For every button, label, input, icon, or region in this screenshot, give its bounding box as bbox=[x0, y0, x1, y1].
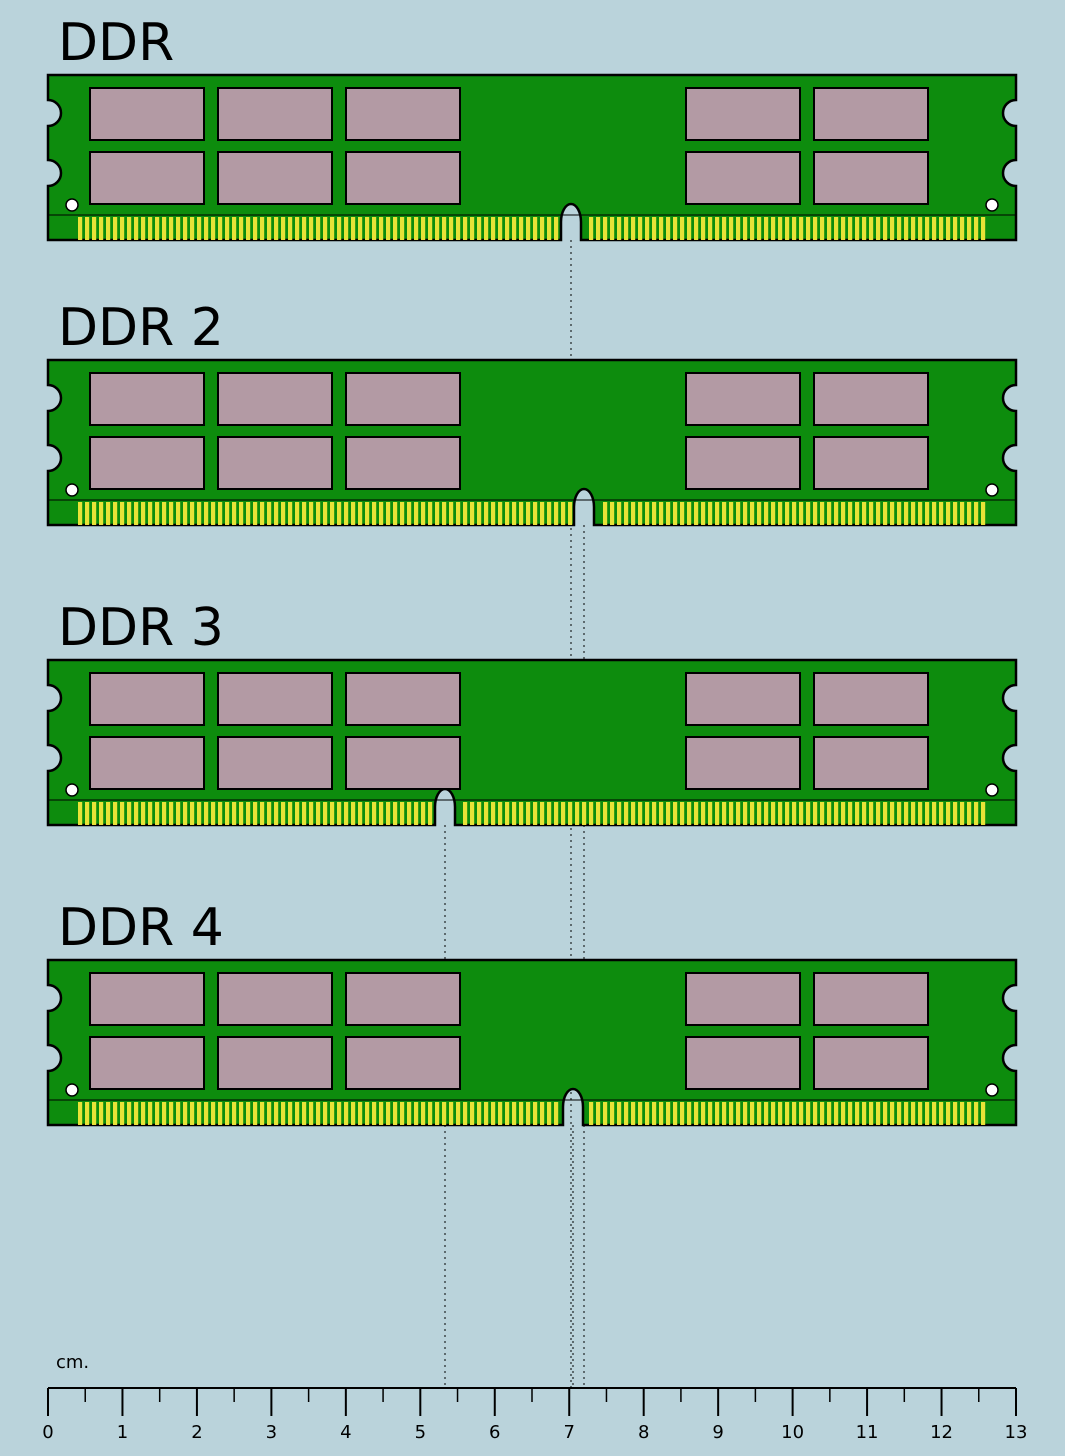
ruler-number: 9 bbox=[712, 1422, 723, 1443]
memory-chip bbox=[814, 88, 928, 140]
mounting-hole bbox=[986, 1084, 998, 1096]
memory-chip bbox=[90, 1037, 204, 1089]
memory-chip bbox=[218, 88, 332, 140]
memory-chip bbox=[90, 152, 204, 204]
memory-chip bbox=[90, 88, 204, 140]
mounting-hole bbox=[986, 484, 998, 496]
memory-chip bbox=[346, 437, 460, 489]
memory-chip bbox=[218, 1037, 332, 1089]
mounting-hole bbox=[986, 784, 998, 796]
memory-chip bbox=[686, 88, 800, 140]
mounting-hole bbox=[66, 199, 78, 211]
memory-chip bbox=[814, 152, 928, 204]
memory-chip bbox=[346, 737, 460, 789]
memory-chip bbox=[218, 373, 332, 425]
memory-chip bbox=[218, 973, 332, 1025]
ruler-number: 11 bbox=[856, 1422, 879, 1443]
module-label: DDR 4 bbox=[58, 898, 224, 958]
memory-chip bbox=[346, 973, 460, 1025]
memory-chip bbox=[218, 152, 332, 204]
memory-chip bbox=[686, 673, 800, 725]
ruler-number: 3 bbox=[266, 1422, 277, 1443]
ruler-number: 0 bbox=[42, 1422, 53, 1443]
ruler-number: 5 bbox=[415, 1422, 426, 1443]
memory-chip bbox=[218, 737, 332, 789]
memory-chip bbox=[814, 737, 928, 789]
memory-chip bbox=[686, 152, 800, 204]
mounting-hole bbox=[66, 484, 78, 496]
mounting-hole bbox=[66, 784, 78, 796]
memory-chip bbox=[218, 673, 332, 725]
memory-chip bbox=[814, 673, 928, 725]
memory-chip bbox=[686, 437, 800, 489]
ruler-number: 10 bbox=[781, 1422, 804, 1443]
module-label: DDR 2 bbox=[58, 298, 224, 358]
memory-chip bbox=[346, 373, 460, 425]
memory-chip bbox=[218, 437, 332, 489]
ruler-number: 8 bbox=[638, 1422, 649, 1443]
memory-chip bbox=[686, 973, 800, 1025]
memory-chip bbox=[686, 373, 800, 425]
memory-chip bbox=[90, 437, 204, 489]
memory-chip bbox=[814, 373, 928, 425]
mounting-hole bbox=[66, 1084, 78, 1096]
ruler-number: 13 bbox=[1005, 1422, 1028, 1443]
ruler-number: 7 bbox=[564, 1422, 575, 1443]
ddr-comparison-diagram: DDRDDR 2DDR 3DDR 4cm.012345678910111213 bbox=[0, 0, 1065, 1456]
memory-chip bbox=[346, 88, 460, 140]
memory-chip bbox=[346, 1037, 460, 1089]
memory-chip bbox=[90, 673, 204, 725]
ruler-unit-label: cm. bbox=[56, 1352, 89, 1373]
memory-chip bbox=[346, 673, 460, 725]
memory-chip bbox=[90, 373, 204, 425]
memory-chip bbox=[814, 437, 928, 489]
ruler-number: 1 bbox=[117, 1422, 128, 1443]
memory-chip bbox=[686, 737, 800, 789]
memory-chip bbox=[90, 973, 204, 1025]
memory-chip bbox=[814, 973, 928, 1025]
mounting-hole bbox=[986, 199, 998, 211]
memory-chip bbox=[814, 1037, 928, 1089]
ruler-number: 4 bbox=[340, 1422, 351, 1443]
module-label: DDR 3 bbox=[58, 598, 224, 658]
memory-chip bbox=[90, 737, 204, 789]
ruler-number: 6 bbox=[489, 1422, 500, 1443]
ruler-number: 12 bbox=[930, 1422, 953, 1443]
memory-chip bbox=[346, 152, 460, 204]
ruler-number: 2 bbox=[191, 1422, 202, 1443]
memory-chip bbox=[686, 1037, 800, 1089]
module-label: DDR bbox=[58, 13, 174, 73]
